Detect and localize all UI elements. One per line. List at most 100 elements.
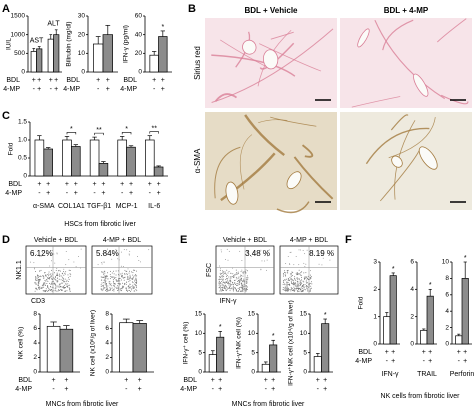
flow-event	[59, 274, 61, 276]
group-label: MCP-1	[116, 203, 138, 210]
y-axis-title: Fold	[358, 296, 365, 309]
flow-event	[228, 284, 230, 286]
flow-event	[230, 272, 232, 274]
flow-event	[302, 290, 304, 292]
flow-event	[241, 289, 243, 291]
flow-event	[38, 280, 40, 282]
flow-event	[310, 285, 312, 287]
flow-event	[114, 277, 116, 279]
flow-event	[128, 285, 130, 287]
y-tick-label: 10	[78, 50, 86, 57]
flow-event	[218, 280, 220, 282]
bar	[98, 163, 109, 177]
flow-event	[120, 288, 122, 290]
flow-event	[286, 282, 288, 284]
flow-event	[43, 282, 45, 284]
flow-event	[237, 271, 239, 273]
flow-event	[117, 287, 119, 289]
condition-sign: -	[52, 386, 55, 393]
flow-event	[306, 288, 308, 290]
tissue-fiber	[270, 31, 294, 40]
flow-event	[43, 286, 45, 288]
y-tick-label: 5	[198, 349, 202, 356]
vessel	[357, 28, 370, 48]
flow-event	[293, 264, 295, 266]
flow-event	[123, 279, 125, 281]
flow-event	[245, 287, 247, 289]
flow-event	[119, 278, 121, 280]
group-label: COL1A1	[58, 203, 85, 210]
group-label: TRAIL	[417, 371, 437, 378]
flow-event	[227, 259, 229, 261]
flow-event	[298, 277, 300, 279]
flow-event	[44, 272, 46, 274]
flow-event	[220, 249, 222, 251]
flow-event	[299, 287, 301, 289]
flow-event	[101, 277, 103, 279]
flow-event	[304, 253, 306, 255]
flow-title: 4-MP + BDL	[103, 237, 141, 244]
flow-event	[60, 290, 62, 292]
flow-event	[35, 254, 37, 256]
flow-event	[126, 289, 128, 291]
significance-mark: *	[464, 255, 467, 262]
bar	[208, 354, 217, 373]
flow-event	[37, 284, 39, 286]
flow-event	[57, 286, 59, 288]
flow-event	[233, 279, 235, 281]
flow-event	[305, 286, 307, 288]
flow-event	[220, 289, 222, 291]
flow-event	[309, 290, 311, 292]
flow-event	[65, 281, 67, 283]
flow-event	[264, 260, 266, 262]
flow-event	[45, 280, 47, 282]
flow-event	[245, 253, 247, 255]
flow-event	[104, 289, 106, 291]
condition-sign: +	[271, 386, 275, 393]
flow-event	[110, 276, 112, 278]
flow-event	[56, 275, 58, 277]
flow-event	[64, 287, 66, 289]
flow-event	[117, 258, 119, 260]
flow-event	[219, 272, 221, 274]
flow-event	[111, 258, 113, 260]
flow-event	[46, 273, 48, 275]
flow-event	[230, 283, 232, 285]
flow-event	[243, 284, 245, 286]
flow-event	[126, 274, 128, 276]
condition-sign: +	[391, 358, 395, 365]
flow-event	[127, 290, 129, 292]
flow-event	[305, 282, 307, 284]
flow-event	[135, 277, 137, 279]
flow-event	[127, 268, 129, 270]
flow-event	[292, 289, 294, 291]
group-label: Perforin	[450, 371, 474, 378]
gate-percent: 8.19 %	[309, 249, 334, 258]
flow-event	[107, 272, 109, 274]
flow-event	[113, 284, 115, 286]
flow-event	[242, 288, 244, 290]
y-axis-title: IFN-γ⁺NK cell (%)	[236, 317, 243, 369]
flow-event	[229, 285, 231, 287]
y-axis-title: Bilirubin (mg/dl)	[66, 21, 73, 66]
flow-event	[305, 272, 307, 274]
flow-event	[40, 276, 42, 278]
flow-event	[298, 279, 300, 281]
flow-event	[266, 259, 268, 261]
flow-event	[46, 290, 48, 292]
tissue-fiber	[214, 146, 241, 199]
flow-event	[228, 283, 230, 285]
flow-event	[62, 286, 64, 288]
flow-event	[222, 282, 224, 284]
flow-event	[114, 283, 116, 285]
flow-event	[225, 259, 227, 261]
condition-sign: +	[52, 377, 56, 384]
flow-event	[112, 280, 114, 282]
flow-event	[290, 290, 292, 292]
flow-event	[224, 286, 226, 288]
flow-event	[124, 284, 126, 286]
flow-event	[234, 284, 236, 286]
flow-event	[240, 271, 242, 273]
flow-event	[35, 287, 37, 289]
flow-event	[136, 255, 138, 257]
